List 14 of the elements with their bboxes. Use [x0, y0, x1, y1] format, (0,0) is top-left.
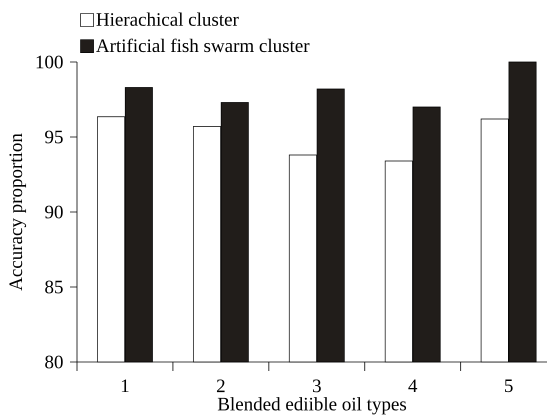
x-tick-label: 1 [122, 380, 129, 392]
x-tick-label: 4 [408, 380, 418, 392]
x-tick-label: 3 [312, 380, 321, 392]
x-axis-title: Blended ediible oil types [218, 397, 406, 414]
y-tick-label: 90 [45, 206, 63, 218]
x-tick-label: 2 [216, 380, 225, 392]
y-tick-label: 95 [45, 130, 63, 144]
x-tick-label: 5 [504, 380, 513, 392]
legend-label: Hierachical cluster [96, 12, 239, 26]
y-tick-label: 85 [45, 280, 63, 294]
legend-label: Artificial fish swarm cluster [96, 38, 310, 52]
y-tick-label: 80 [45, 356, 63, 368]
y-axis-title: Accuracy proportion [9, 133, 26, 291]
y-tick-label: 100 [36, 56, 63, 68]
